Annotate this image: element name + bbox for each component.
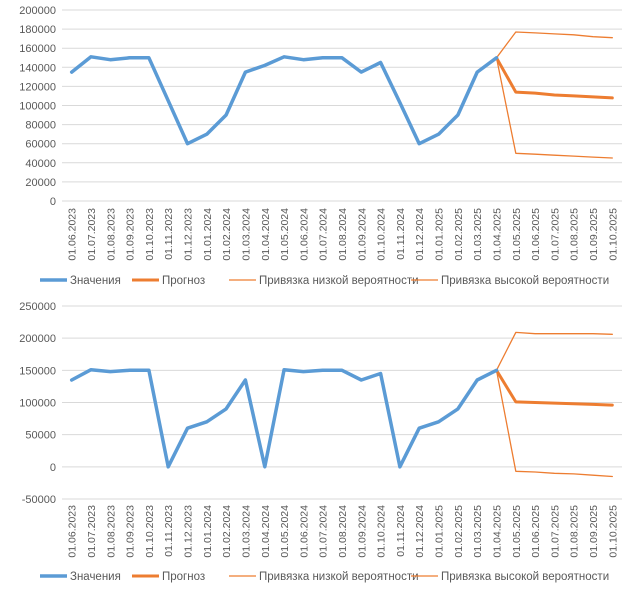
chart-bottom: -50000 0 50000 100000 150000 200000 250000 01.0…: [19, 301, 622, 583]
x-tick-label: 01.08.2023: [105, 505, 117, 558]
x-tick-label: 01.06.2023: [67, 505, 79, 558]
legend-values-label: Значения: [70, 571, 121, 583]
x-tick-label: 01.05.2024: [279, 208, 291, 261]
chart-top: 0 20000 40000 60000 80000 100000 120000 140000 1…: [19, 5, 622, 287]
x-tick-label: 01.04.2024: [260, 505, 272, 558]
x-tick-label: 01.12.2024: [414, 505, 426, 558]
x-tick-label: 01.05.2025: [511, 505, 523, 558]
x-tick-label: 01.07.2023: [86, 208, 98, 261]
x-tick-label: 01.10.2023: [144, 208, 156, 261]
x-tick-label: 01.01.2025: [434, 208, 446, 261]
x-tick-label: 01.08.2025: [569, 505, 581, 558]
x-tick-label: 01.10.2023: [144, 505, 156, 558]
series-line-forecast: [495, 368, 614, 407]
x-tick-label: 01.12.2023: [183, 208, 195, 261]
y-tick-label: 60000: [25, 139, 56, 151]
x-tick-label: 01.08.2024: [337, 505, 349, 558]
x-tick-label: 01.07.2024: [318, 505, 330, 558]
legend-forecast-label: Прогноз: [162, 275, 205, 287]
series-line-low-bound: [495, 57, 613, 159]
x-tick-label: 01.07.2024: [318, 208, 330, 261]
x-tick-label: 01.06.2024: [298, 505, 310, 558]
x-tick-label: 01.11.2023: [163, 208, 175, 260]
y-tick-label: -50000: [22, 494, 56, 506]
y-tick-label: 180000: [19, 24, 56, 36]
y-tick-label: 150000: [19, 365, 56, 377]
y-tick-label: 200000: [19, 333, 56, 345]
x-tick-label: 01.06.2024: [298, 208, 310, 261]
y-tick-label: 160000: [19, 43, 56, 55]
x-tick-label: 01.02.2024: [221, 208, 233, 261]
series-line-high-bound: [495, 331, 613, 371]
legend-values-label: Значения: [70, 275, 121, 287]
x-tick-label: 01.08.2025: [569, 208, 581, 261]
y-tick-label: 200000: [19, 5, 56, 17]
legend-low-bound-label: Привязка низкой вероятности: [259, 275, 419, 287]
x-tick-label: 01.06.2025: [530, 208, 542, 261]
series-line-low-bound: [495, 369, 613, 478]
x-tick-label: 01.06.2025: [530, 505, 542, 558]
series-line-values: [69, 367, 499, 469]
x-tick-label: 01.03.2024: [240, 505, 252, 558]
y-tick-label: 50000: [25, 430, 56, 442]
x-tick-label: 01.02.2024: [221, 505, 233, 558]
x-tick-label: 01.12.2024: [414, 208, 426, 261]
x-tick-label: 01.09.2023: [125, 505, 137, 558]
series-line-values: [69, 55, 499, 146]
y-tick-label: 0: [50, 462, 56, 474]
legend-high-bound-label: Привязка высокой вероятности: [441, 571, 609, 583]
x-tick-label: 01.10.2024: [376, 505, 388, 558]
y-tick-label: 0: [50, 196, 56, 208]
legend-low-bound-label: Привязка низкой вероятности: [259, 571, 419, 583]
x-tick-label: 01.03.2025: [472, 505, 484, 558]
x-tick-label: 01.11.2023: [163, 505, 175, 557]
x-tick-label: 01.04.2025: [491, 208, 503, 261]
x-tick-label: 01.02.2025: [453, 505, 465, 558]
x-tick-label: 01.01.2025: [434, 505, 446, 558]
x-tick-label: 01.12.2023: [183, 505, 195, 558]
y-tick-label: 100000: [19, 398, 56, 410]
x-tick-label: 01.11.2024: [395, 208, 407, 260]
x-tick-label: 01.07.2023: [86, 505, 98, 558]
x-tick-label: 01.06.2023: [67, 208, 79, 261]
x-tick-label: 01.01.2024: [202, 505, 214, 558]
y-tick-label: 100000: [19, 101, 56, 113]
x-tick-label: 01.09.2024: [356, 208, 368, 261]
x-tick-label: 01.02.2025: [453, 208, 465, 261]
x-tick-label: 01.05.2025: [511, 208, 523, 261]
x-tick-label: 01.10.2024: [376, 208, 388, 261]
y-tick-label: 40000: [25, 158, 56, 170]
y-tick-label: 140000: [19, 62, 56, 74]
y-tick-label: 250000: [19, 301, 56, 313]
series-line-high-bound: [495, 31, 613, 59]
x-tick-label: 01.09.2025: [588, 208, 600, 261]
legend-high-bound-label: Привязка высокой вероятности: [441, 275, 609, 287]
x-tick-label: 01.03.2025: [472, 208, 484, 261]
x-tick-label: 01.09.2023: [125, 208, 137, 261]
y-tick-label: 20000: [25, 177, 56, 189]
x-tick-label: 01.07.2025: [549, 505, 561, 558]
x-tick-label: 01.11.2024: [395, 505, 407, 557]
x-tick-label: 01.04.2024: [260, 208, 272, 261]
x-tick-label: 01.09.2025: [588, 505, 600, 558]
legend-forecast-label: Прогноз: [162, 571, 205, 583]
x-tick-label: 01.09.2024: [356, 505, 368, 558]
x-tick-label: 01.10.2025: [607, 208, 619, 261]
y-tick-label: 120000: [19, 81, 56, 93]
x-tick-label: 01.10.2025: [607, 505, 619, 558]
x-tick-label: 01.04.2025: [491, 505, 503, 558]
x-tick-label: 01.03.2024: [240, 208, 252, 261]
x-tick-label: 01.08.2023: [105, 208, 117, 261]
x-tick-label: 01.07.2025: [549, 208, 561, 261]
x-tick-label: 01.01.2024: [202, 208, 214, 261]
x-tick-label: 01.05.2024: [279, 505, 291, 558]
series-line-forecast: [495, 56, 614, 100]
x-tick-label: 01.08.2024: [337, 208, 349, 261]
y-tick-label: 80000: [25, 120, 56, 132]
